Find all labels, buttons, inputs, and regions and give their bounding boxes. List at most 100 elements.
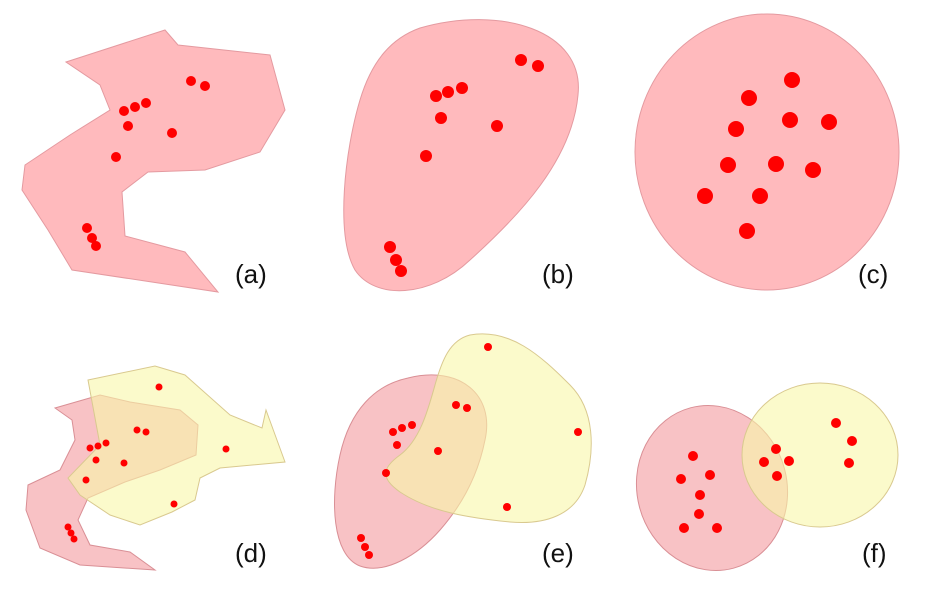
- point: [200, 81, 210, 91]
- point: [712, 523, 722, 533]
- point: [102, 439, 110, 447]
- panel-label-d: (d): [235, 538, 267, 568]
- point: [119, 106, 129, 116]
- panel-label-b: (b): [542, 259, 574, 289]
- point: [86, 444, 94, 452]
- panel-d: (d): [25, 365, 286, 571]
- point: [91, 241, 101, 251]
- point: [420, 150, 432, 162]
- point: [452, 401, 460, 409]
- panel-a: (a): [21, 29, 286, 293]
- point: [694, 509, 704, 519]
- point: [67, 529, 75, 537]
- point: [384, 241, 396, 253]
- point: [574, 428, 582, 436]
- point: [720, 157, 736, 173]
- point: [361, 543, 369, 551]
- point: [94, 442, 102, 450]
- point: [831, 418, 841, 428]
- panel-c: (c): [634, 13, 900, 291]
- point: [847, 436, 857, 446]
- point: [186, 76, 196, 86]
- point: [491, 120, 503, 132]
- point: [87, 233, 97, 243]
- region-c-ellipse: [634, 13, 900, 291]
- panel-label-f: (f): [862, 538, 887, 568]
- point: [805, 162, 821, 178]
- point: [688, 451, 698, 461]
- point: [782, 112, 798, 128]
- panel-b: (b): [343, 19, 579, 292]
- point: [679, 523, 689, 533]
- panel-label-c: (c): [858, 259, 888, 289]
- panel-f: (f): [635, 382, 899, 571]
- panel-label-a: (a): [235, 259, 267, 289]
- panel-e: (e): [334, 333, 592, 569]
- point: [784, 72, 800, 88]
- point: [695, 490, 705, 500]
- region-a-polygon: [21, 29, 286, 293]
- point: [123, 121, 133, 131]
- point: [821, 114, 837, 130]
- point: [82, 476, 90, 484]
- point: [64, 523, 72, 531]
- point: [456, 82, 468, 94]
- point: [435, 112, 447, 124]
- point: [463, 404, 471, 412]
- point: [120, 459, 128, 467]
- point: [739, 223, 755, 239]
- point: [771, 444, 781, 454]
- points-c: [697, 72, 837, 239]
- point: [532, 60, 544, 72]
- point: [752, 188, 768, 204]
- point: [382, 469, 390, 477]
- region-d-yellow-polygon: [67, 365, 286, 526]
- point: [133, 426, 141, 434]
- point: [484, 343, 492, 351]
- point: [111, 152, 121, 162]
- point: [784, 456, 794, 466]
- point: [408, 421, 416, 429]
- point: [70, 535, 78, 543]
- point: [759, 457, 769, 467]
- points-f: [676, 418, 857, 533]
- point: [434, 447, 442, 455]
- point: [365, 551, 373, 559]
- point: [515, 54, 527, 66]
- points-e: [357, 343, 582, 559]
- point: [398, 424, 406, 432]
- point: [442, 86, 454, 98]
- points-d: [64, 383, 230, 543]
- point: [844, 458, 854, 468]
- point: [676, 474, 686, 484]
- point: [395, 265, 407, 277]
- point: [393, 441, 401, 449]
- point: [389, 428, 397, 436]
- region-e-yellow-blob: [385, 333, 592, 524]
- point: [772, 471, 782, 481]
- point: [142, 428, 150, 436]
- point: [430, 90, 442, 102]
- point: [357, 534, 365, 542]
- region-f-yellow-ellipse: [741, 382, 899, 528]
- point: [741, 90, 757, 106]
- panel-label-e: (e): [542, 538, 574, 568]
- point: [390, 254, 402, 266]
- region-b-ellipse: [343, 19, 579, 292]
- point: [167, 128, 177, 138]
- points-b: [384, 54, 544, 277]
- point: [92, 456, 100, 464]
- points-a: [82, 76, 210, 251]
- point: [155, 383, 163, 391]
- point: [768, 156, 784, 172]
- point: [503, 503, 511, 511]
- point: [141, 98, 151, 108]
- point: [222, 445, 230, 453]
- point: [130, 102, 140, 112]
- point: [170, 500, 178, 508]
- point: [697, 188, 713, 204]
- point: [728, 121, 744, 137]
- point: [82, 223, 92, 233]
- point: [705, 470, 715, 480]
